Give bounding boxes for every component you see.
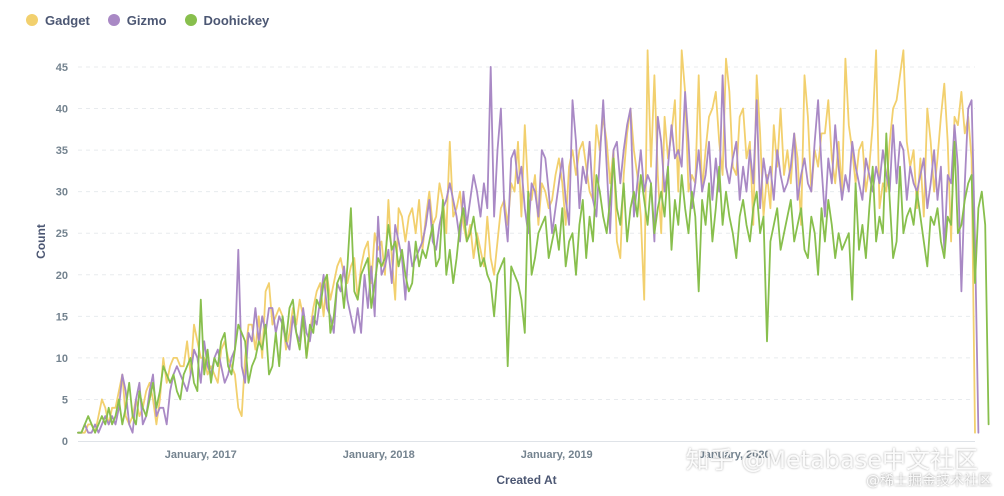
legend-label-gizmo: Gizmo: [126, 12, 167, 28]
y-tick-label: 30: [56, 187, 68, 199]
series-lines: [77, 49, 990, 434]
legend: Gadget Gizmo Doohickey: [0, 0, 287, 40]
x-tick-label: January, 2018: [343, 449, 415, 461]
watermark-text: 知乎 @Metabase中文社区: [685, 446, 978, 474]
legend-dot-doohickey: [184, 14, 197, 26]
y-tick-label: 35: [56, 145, 68, 157]
x-axis-title: Created At: [496, 473, 556, 487]
watermark-subtext: @稀土掘金技术社区: [866, 473, 992, 489]
y-tick-label: 10: [56, 353, 68, 365]
legend-item-gizmo[interactable]: Gizmo: [107, 12, 167, 28]
series-line-doohickey[interactable]: [77, 132, 990, 434]
x-tick-label: January, 2017: [165, 449, 237, 461]
series-line-gizmo[interactable]: [77, 66, 980, 434]
y-axis-title: Count: [34, 224, 48, 259]
y-tick-label: 0: [62, 436, 68, 448]
legend-dot-gizmo: [107, 14, 120, 26]
legend-label-gadget: Gadget: [45, 12, 90, 28]
legend-item-gadget[interactable]: Gadget: [26, 13, 90, 28]
y-tick-label: 25: [56, 228, 68, 240]
legend-dot-gadget: [26, 14, 38, 26]
y-axis-ticks: 0 5 10 15 20 25 30 35 40 45: [56, 62, 68, 448]
x-tick-label: January, 2019: [521, 449, 593, 461]
y-tick-label: 20: [56, 270, 68, 282]
y-tick-label: 40: [56, 104, 68, 116]
x-tick-label: January, 2020: [699, 449, 771, 461]
y-tick-label: 15: [56, 311, 68, 323]
y-tick-label: 45: [56, 62, 68, 74]
y-tick-label: 5: [62, 394, 68, 406]
legend-item-doohickey[interactable]: Doohickey: [184, 12, 270, 28]
x-axis-ticks: January, 2017 January, 2018 January, 2019 J…: [165, 449, 771, 461]
legend-label-doohickey: Doohickey: [203, 12, 270, 28]
